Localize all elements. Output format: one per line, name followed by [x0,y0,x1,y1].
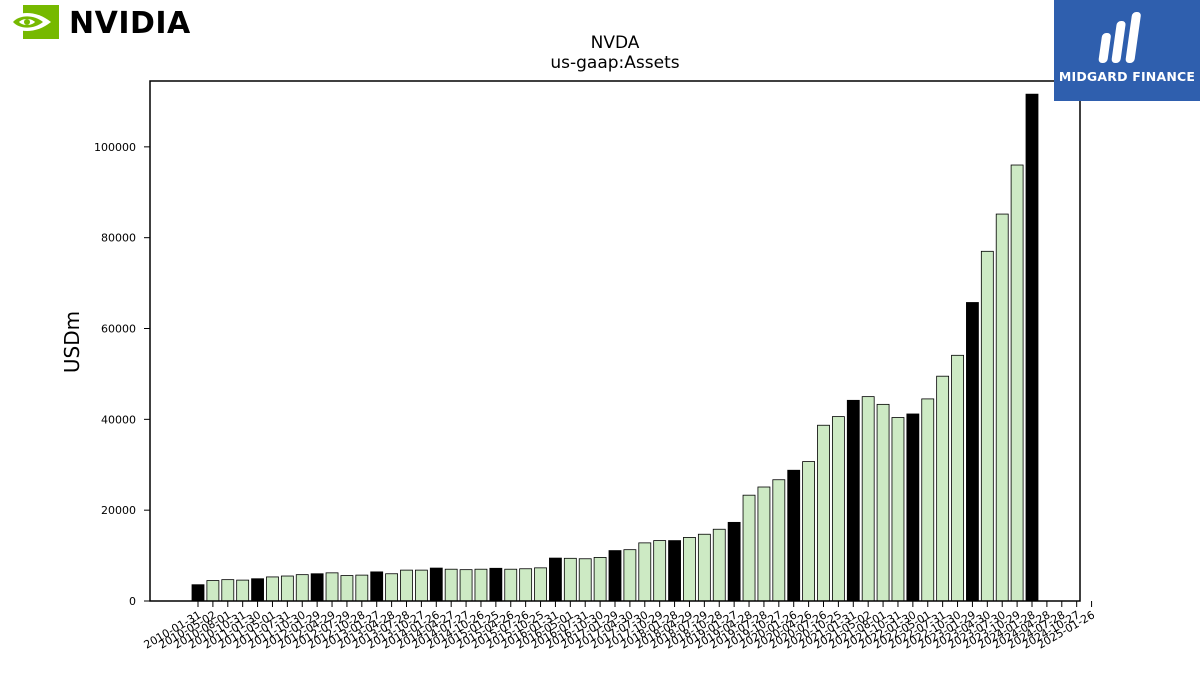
bar-2012-04-29 [325,572,339,602]
bar-2011-05-01 [266,576,279,602]
bar-2014-07-27 [459,569,473,602]
nvidia-wordmark: NVIDIA [69,6,191,41]
bar-2023-10-29 [1010,164,1024,602]
watermark-label: MIDGARD FINANCE [1058,69,1196,84]
y-tick-label: 80000 [101,232,136,245]
y-tick-label: 40000 [101,413,136,426]
chart-subtitle: us-gaap:Assets [550,53,679,73]
bar-2020-10-25 [831,416,845,602]
bar-2016-01-31 [549,557,562,602]
bar-2016-05-01 [563,557,577,602]
bar-2019-04-28 [742,494,756,602]
bar-2013-01-27 [370,571,384,602]
bar-2013-04-28 [385,573,399,602]
bar-2023-01-29 [966,302,979,602]
bar-2017-10-29 [653,540,667,602]
bar-2021-10-31 [891,417,905,602]
bar-2012-10-28 [355,574,369,602]
bar-2014-10-26 [474,568,488,602]
bar-2012-01-29 [310,573,324,602]
y-axis-ticks: 0 20000 40000 60000 80000 100000 [94,141,150,608]
y-tick-label: 0 [129,595,136,608]
bar-2024-01-28 [1025,93,1039,602]
bar-2021-05-02 [861,396,875,602]
bar-2010-10-31 [236,579,250,602]
bar-2023-07-30 [995,213,1009,602]
bar-2010-01-31 [191,584,205,602]
bar-2014-01-26 [429,567,443,602]
nvidia-eye-icon [7,5,59,39]
bar-2015-01-25 [489,567,503,602]
bar-2016-10-30 [593,557,607,602]
bar-2010-05-02 [206,580,220,602]
bar-2011-10-30 [295,574,309,602]
bar-2023-04-30 [980,250,994,602]
bar-2020-01-26 [787,469,801,602]
bar-2022-07-31 [936,375,950,602]
bar-2019-10-27 [772,479,786,602]
plot-frame [149,80,1081,602]
bar-2011-01-30 [251,578,264,602]
bar-2010-08-01 [221,579,235,602]
bar-2014-04-27 [444,568,458,602]
y-tick-label: 100000 [94,141,136,154]
bar-2013-07-28 [400,569,413,602]
bar-2019-07-28 [757,486,771,602]
bar-2018-01-28 [668,540,681,602]
nvidia-logo: NVIDIA [5,5,195,41]
bar-2021-08-01 [876,403,890,602]
bar-2015-07-26 [519,568,533,602]
bar-2012-07-29 [340,575,354,602]
y-tick-label: 60000 [101,323,136,336]
y-tick-label: 20000 [101,504,136,517]
chart-title: NVDA [591,33,640,53]
bar-2017-07-30 [638,542,652,602]
bar-2017-04-30 [623,549,637,602]
bar-2017-01-29 [608,550,622,602]
bar-2018-07-29 [697,533,711,602]
bar-2020-07-26 [817,424,830,602]
bar-2015-10-25 [534,567,547,602]
bar-2022-10-30 [951,354,964,602]
midgard-finance-watermark: MIDGARD FINANCE [1054,0,1200,101]
x-axis-ticks: 2010-01-312010-05-022010-08-012010-10-31… [142,601,1097,652]
bar-2016-07-31 [578,558,592,602]
bar-2018-04-29 [683,537,696,602]
bar-2021-01-31 [846,399,860,602]
y-axis-label: USDm [60,311,84,373]
midgard-m-icon [1098,12,1141,63]
bar-2019-01-27 [727,521,741,602]
bar-2022-05-01 [921,398,935,602]
bar-2022-01-30 [906,413,920,602]
bars-group [191,93,1039,602]
bar-2018-10-28 [712,528,726,602]
bar-2015-04-26 [504,568,518,602]
bar-2013-10-27 [414,569,428,602]
bar-2011-07-31 [280,575,294,602]
bar-2020-04-26 [802,461,816,602]
